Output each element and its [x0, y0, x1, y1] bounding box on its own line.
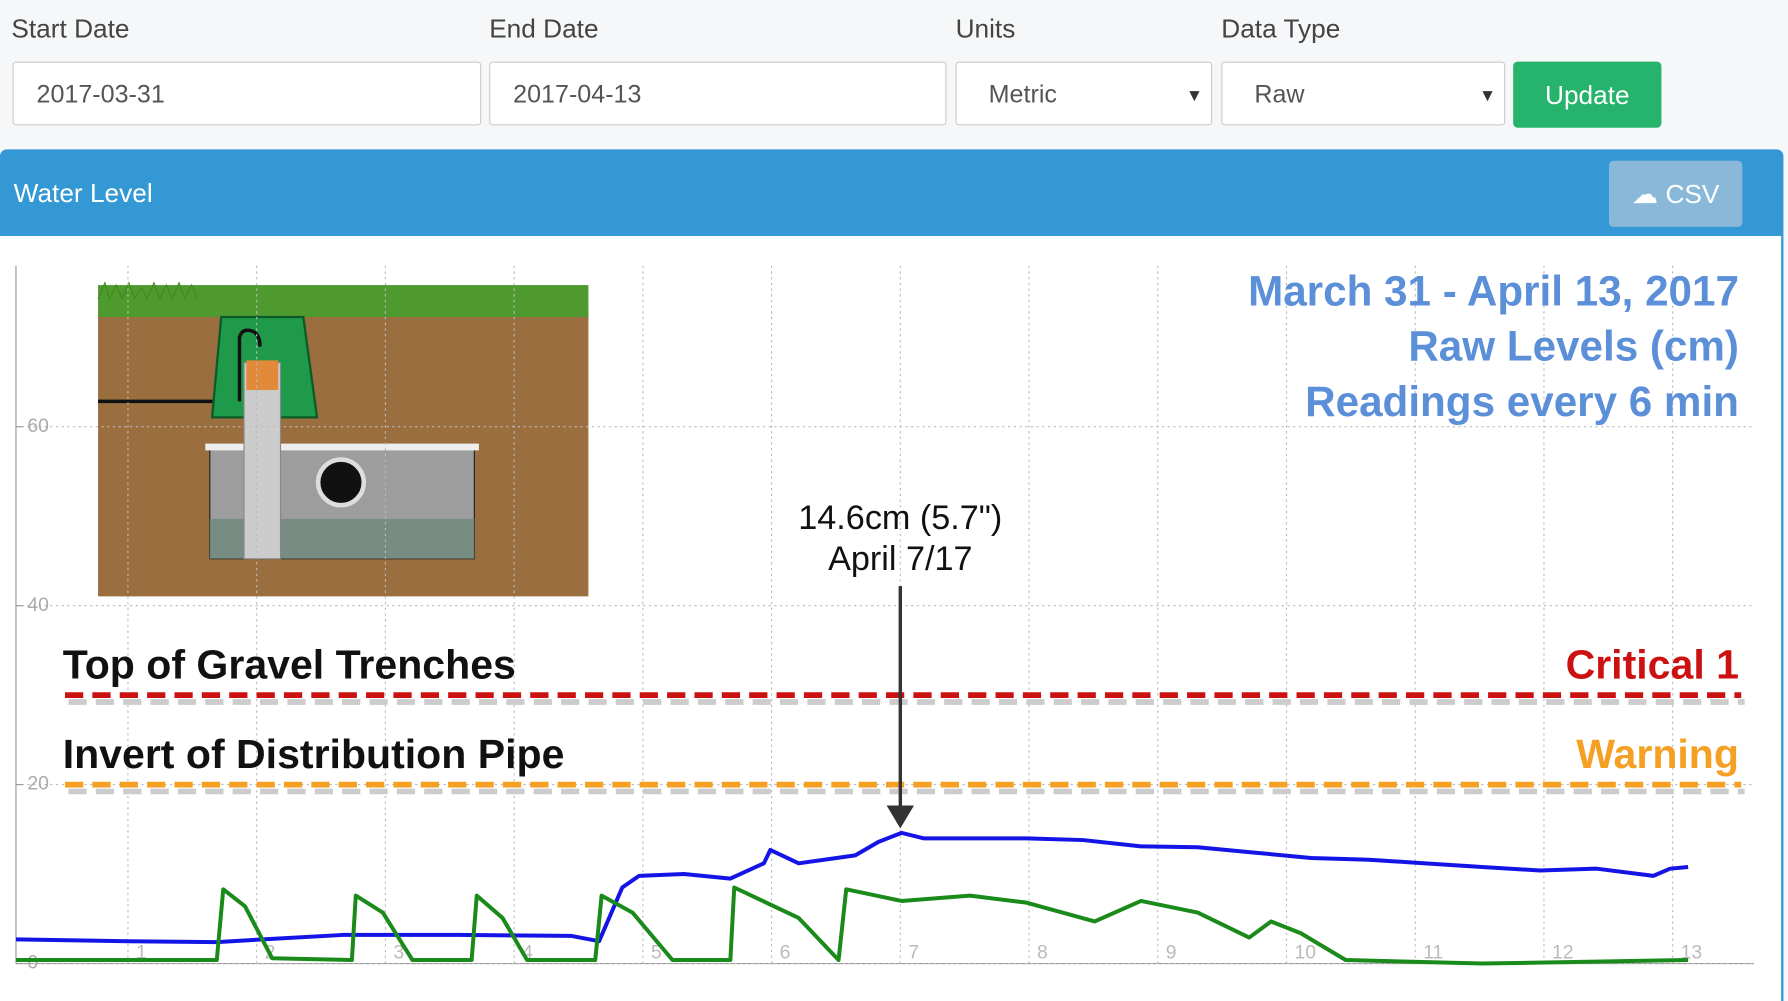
select-value: Metric: [988, 79, 1057, 109]
chart-title: March 31 - April 13, 2017: [1248, 267, 1739, 314]
chart-title: Readings every 6 min: [1305, 378, 1739, 425]
units-select[interactable]: Metric: [955, 61, 1213, 127]
field-label: End Date: [489, 13, 599, 44]
series-line: [15, 830, 1689, 945]
field-label: Units: [955, 13, 1016, 44]
select-value: Raw: [1254, 79, 1305, 109]
x-tick-label: 6: [780, 941, 791, 963]
update-button[interactable]: Update: [1513, 61, 1662, 128]
x-tick-label: 12: [1552, 941, 1574, 963]
csv-button[interactable]: ☁ CSV: [1608, 160, 1743, 227]
series-line: [15, 885, 1689, 966]
x-tick-label: 10: [1294, 941, 1316, 963]
threshold-label: Invert of Distribution Pipe: [63, 731, 565, 777]
y-tick-label: 0: [27, 952, 38, 974]
chart-title: Raw Levels (cm): [1408, 323, 1739, 370]
x-tick-label: 8: [1037, 941, 1048, 963]
field-label: Start Date: [11, 13, 130, 44]
y-tick-label: 20: [27, 773, 49, 795]
threshold-name: Warning: [1576, 731, 1739, 777]
annotation-text: April 7/17: [828, 540, 972, 578]
threshold-name: Critical 1: [1566, 642, 1739, 688]
panel-title: Water Level: [13, 177, 153, 208]
date-input[interactable]: 2017-03-31: [12, 61, 482, 126]
y-tick-label: 40: [27, 594, 49, 616]
x-tick-label: 3: [393, 941, 404, 963]
x-tick-label: 9: [1166, 941, 1177, 963]
x-tick-label: 11: [1423, 941, 1443, 963]
csv-label: CSV: [1665, 179, 1720, 209]
type-select[interactable]: Raw: [1221, 61, 1506, 127]
field-label: Data Type: [1221, 13, 1341, 44]
x-tick-label: 1: [136, 941, 147, 963]
threshold-label: Top of Gravel Trenches: [63, 642, 516, 688]
x-tick-label: 4: [522, 941, 533, 963]
panel-header: Water Level ☁ CSV: [0, 149, 1784, 237]
x-tick-label: 7: [908, 941, 919, 963]
annotation-text: 14.6cm (5.7"): [798, 499, 1002, 537]
annotation-point: [886, 805, 915, 829]
y-tick-label: 60: [27, 415, 49, 437]
x-tick-label: 13: [1681, 941, 1703, 963]
illustration: [97, 281, 589, 597]
x-tick-label: 5: [651, 941, 662, 963]
date-input[interactable]: 2017-04-13: [489, 61, 947, 126]
